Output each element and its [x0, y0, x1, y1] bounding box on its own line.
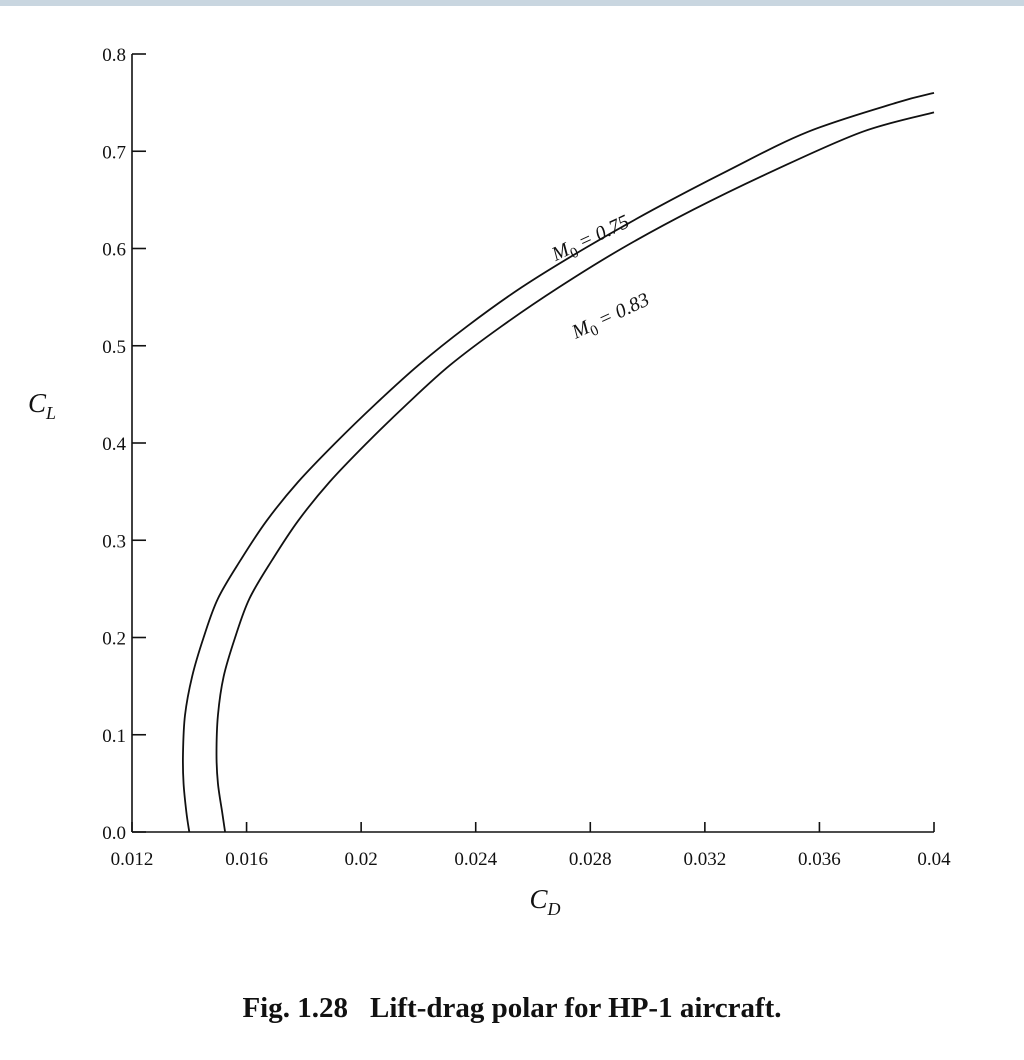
figure-caption-text: Lift-drag polar for HP-1 aircraft. [369, 992, 782, 1024]
series-line-m0-075 [181, 92, 935, 833]
series-line-m0-083 [215, 111, 935, 833]
figure-number: Fig. 1.28 [242, 992, 348, 1024]
x-axis-title: CD [529, 884, 560, 919]
figure-caption: Fig. 1.28 Lift-drag polar for HP-1 aircra… [0, 992, 1024, 1025]
x-tick-label: 0.02 [345, 849, 378, 870]
top-border [0, 0, 1024, 6]
y-tick-label: 0.6 [102, 240, 126, 261]
axes [131, 53, 935, 833]
y-tick-label: 0.7 [102, 142, 126, 163]
series-label-m0-075: M0 = 0.75 [548, 211, 635, 270]
y-tick-label: 0.4 [102, 434, 126, 455]
labels-layer: 0.012 0.016 0.02 0.024 0.028 0.032 0.036 0.04 0.… [28, 45, 951, 919]
x-tick-label: 0.028 [569, 849, 612, 870]
y-tick-label: 0.0 [102, 823, 126, 844]
y-tick-label: 0.1 [102, 726, 126, 747]
series-label-m0-083: M0 = 0.83 [568, 289, 655, 348]
x-tick-label: 0.036 [798, 849, 841, 870]
y-tick-label: 0.3 [102, 531, 126, 552]
series-layer [181, 92, 935, 833]
y-axis-title: CL [28, 388, 56, 423]
x-tick-label: 0.04 [917, 849, 951, 870]
x-tick-label: 0.024 [454, 849, 497, 870]
y-tick-label: 0.8 [102, 45, 126, 66]
y-tick-label: 0.2 [102, 629, 126, 650]
y-tick-label: 0.5 [102, 337, 126, 358]
x-tick-label: 0.012 [111, 849, 154, 870]
lift-drag-polar-chart: 0.012 0.016 0.02 0.024 0.028 0.032 0.036 0.04 0.… [28, 45, 951, 919]
x-tick-label: 0.032 [683, 849, 726, 870]
x-tick-label: 0.016 [225, 849, 268, 870]
